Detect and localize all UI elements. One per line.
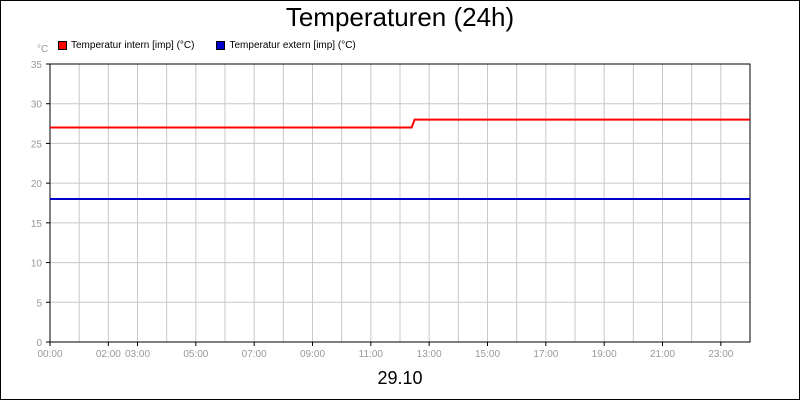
legend-item-extern: Temperatur extern [imp] (°C) (216, 39, 356, 51)
y-tick-label: 15 (31, 219, 43, 230)
x-tick-label: 09:00 (300, 349, 325, 360)
x-tick-label: 11:00 (359, 349, 384, 360)
y-tick-label: 20 (31, 179, 43, 190)
plot-area-border (49, 63, 751, 343)
x-tick-label: 21:00 (650, 349, 675, 360)
x-tick-label: 17:00 (533, 349, 558, 360)
x-tick-label: 07:00 (242, 349, 267, 360)
legend-label-intern: Temperatur intern [imp] (°C) (71, 39, 195, 51)
legend-label-extern: Temperatur extern [imp] (°C) (229, 39, 356, 51)
y-tick-label: 25 (31, 139, 43, 150)
y-tick-label: 5 (36, 298, 42, 309)
legend-item-intern: Temperatur intern [imp] (°C) (58, 40, 194, 51)
x-tick-label: 05:00 (183, 349, 208, 360)
legend: Temperatur intern [imp] (°C) Temperatur … (58, 38, 378, 52)
x-tick-label: 19:00 (592, 349, 617, 360)
y-tick-label: 35 (31, 60, 43, 71)
y-tick-label: 0 (36, 338, 42, 349)
x-tick-label: 00:00 (37, 349, 62, 360)
x-tick-label: 23:00 (708, 349, 733, 360)
legend-swatch-intern (58, 40, 67, 50)
x-tick-label: 13:00 (417, 349, 442, 360)
x-tick-label: 03:00 (125, 349, 150, 360)
chart-title: Temperaturen (24h) (285, 2, 515, 32)
series-line-0 (50, 118, 750, 129)
x-tick-label: 02:00 (96, 349, 121, 360)
x-tick-label: 15:00 (475, 349, 500, 360)
y-axis-unit-label: °C (37, 44, 48, 55)
x-axis-date-label: 29.10 (377, 368, 423, 388)
y-tick-label: 30 (31, 100, 43, 111)
legend-swatch-extern (216, 40, 226, 50)
y-tick-label: 10 (31, 259, 43, 270)
